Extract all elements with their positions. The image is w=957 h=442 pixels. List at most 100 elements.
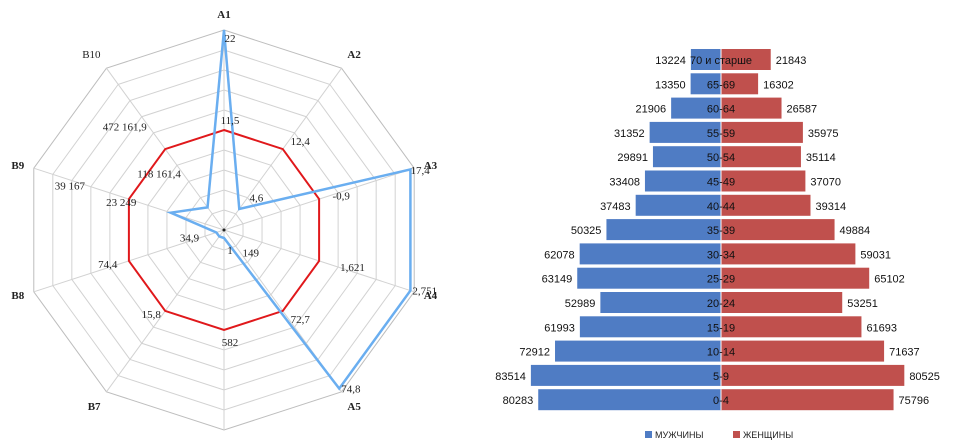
radar-data-label: 118 161,4 — [137, 168, 181, 180]
radar-axis-label: A5 — [347, 401, 361, 413]
pyramid-bar-men — [600, 292, 721, 313]
pyramid-value-women: 16302 — [763, 79, 794, 91]
pyramid-bar-women — [721, 292, 843, 313]
pyramid-age-label: 25-29 — [707, 274, 735, 286]
pyramid-bar-women — [721, 194, 811, 216]
pyramid-age-label: 20-24 — [707, 298, 735, 310]
legend-swatch-men — [645, 431, 652, 438]
pyramid-bar-women — [721, 97, 782, 119]
pyramid-value-men: 63149 — [542, 274, 573, 286]
radar-data-label: -0,9 — [333, 190, 351, 202]
pyramid-bar-men — [577, 267, 721, 289]
pyramid-age-label: 60-64 — [707, 104, 735, 116]
pyramid-bar-women — [721, 121, 803, 143]
pyramid-bar-men — [530, 364, 721, 386]
pyramid-value-men: 50325 — [571, 225, 602, 237]
pyramid-bar-men — [579, 243, 721, 265]
radar-axis-label: A2 — [347, 49, 361, 61]
radar-data-label: 72,7 — [291, 314, 311, 326]
pyramid-bar-women — [721, 364, 905, 386]
radar-data-label: 34,9 — [180, 232, 200, 244]
pyramid-age-label: 45-49 — [707, 177, 735, 189]
radar-data-label: 15,8 — [142, 309, 162, 321]
pyramid-value-men: 62078 — [544, 249, 575, 261]
radar-axis-label: B9 — [11, 160, 24, 172]
pyramid-value-men: 80283 — [503, 395, 534, 407]
radar-data-label: 11,5 — [221, 115, 240, 127]
pyramid-value-men: 13350 — [655, 79, 686, 91]
radar-data-label: 1,621 — [340, 262, 365, 274]
pyramid-bar-women — [721, 49, 771, 70]
pyramid-value-men: 61993 — [544, 322, 575, 334]
pyramid-value-men: 21906 — [636, 104, 667, 116]
pyramid-value-women: 80525 — [909, 371, 940, 383]
pyramid-value-women: 53251 — [847, 298, 878, 310]
radar-data-label: 1 — [227, 245, 233, 257]
pyramid-bar-women — [721, 316, 862, 338]
pyramid-bar-women — [721, 389, 894, 411]
pyramid-value-men: 13224 — [655, 55, 686, 67]
pyramid-value-women: 65102 — [874, 274, 905, 286]
pyramid-value-women: 21843 — [776, 55, 807, 67]
pyramid-value-women: 39314 — [815, 201, 846, 213]
pyramid-bar-women — [721, 146, 801, 168]
radar-data-label: 23 249 — [106, 197, 137, 209]
pyramid-bar-men — [671, 97, 721, 119]
pyramid-bar-men — [690, 73, 721, 95]
pyramid-bar-men — [606, 219, 721, 241]
pyramid-value-men: 31352 — [614, 128, 645, 140]
radar-axis-label: B7 — [88, 401, 101, 413]
pyramid-age-label: 15-19 — [707, 322, 735, 334]
radar-data-label: 17,4 — [411, 165, 431, 177]
radar-chart: A1A2A3A4A5B6B7B8B9B102211,512,44,617,4-0… — [11, 9, 437, 442]
radar-data-label: 472 161,9 — [103, 121, 148, 133]
pyramid-value-men: 83514 — [495, 371, 526, 383]
pyramid-bar-men — [644, 170, 721, 192]
radar-axis-label: A4 — [424, 290, 438, 302]
legend-label-women: ЖЕНЩИНЫ — [743, 430, 793, 440]
radar-data-label: 74,4 — [98, 259, 118, 271]
pyramid-bar-men — [555, 340, 721, 362]
pyramid-age-label: 50-54 — [707, 152, 735, 164]
pyramid-bar-men — [652, 146, 721, 168]
radar-series-red — [127, 128, 321, 332]
pyramid-age-label: 40-44 — [707, 201, 735, 213]
legend-label-men: МУЖЧИНЫ — [655, 430, 703, 440]
pyramid-value-women: 35114 — [806, 152, 836, 164]
radar-axis-label: B8 — [11, 290, 24, 302]
radar-data-label: 39 167 — [55, 181, 86, 193]
radar-data-label: 2,751 — [412, 286, 437, 298]
pyramid-value-women: 26587 — [787, 104, 818, 116]
pyramid-value-men: 37483 — [600, 201, 631, 213]
pyramid-age-label: 5-9 — [713, 371, 729, 383]
pyramid-bar-women — [721, 340, 885, 362]
pyramid-bar-women — [721, 243, 856, 265]
pyramid-bar-men — [538, 389, 721, 411]
pyramid-value-men: 52989 — [565, 298, 596, 310]
pyramid-value-women: 37070 — [810, 177, 841, 189]
pyramid-age-label: 35-39 — [707, 225, 735, 237]
legend-swatch-women — [733, 431, 740, 438]
pyramid-age-label: 30-34 — [707, 249, 735, 261]
pyramid-bar-women — [721, 267, 870, 289]
pyramid-age-label: 70 и старше — [690, 55, 752, 67]
radar-data-label: 12,4 — [291, 136, 311, 148]
pyramid-age-label: 10-14 — [707, 347, 735, 359]
radar-data-label: 149 — [242, 248, 259, 260]
pyramid-bar-men — [635, 194, 721, 216]
pyramid-value-women: 61693 — [866, 322, 897, 334]
population-pyramid-chart: 70 и старше 13224 21843 65-69 13350 16302 60-6… — [495, 49, 940, 440]
pyramid-value-women: 59031 — [860, 249, 891, 261]
pyramid-value-men: 33408 — [609, 177, 640, 189]
radar-axis-label: B10 — [82, 49, 101, 61]
radar-data-label: 4,6 — [250, 193, 264, 205]
pyramid-age-label: 55-59 — [707, 128, 735, 140]
radar-data-label: 74,8 — [341, 384, 361, 396]
radar-series-blue — [166, 29, 412, 391]
radar-axis-label: A3 — [424, 160, 438, 172]
pyramid-bar-men — [579, 316, 721, 338]
pyramid-value-women: 71637 — [889, 347, 920, 359]
pyramid-value-women: 49884 — [840, 225, 871, 237]
radar-data-label: 22 — [225, 33, 236, 45]
pyramid-bar-men — [690, 49, 721, 70]
